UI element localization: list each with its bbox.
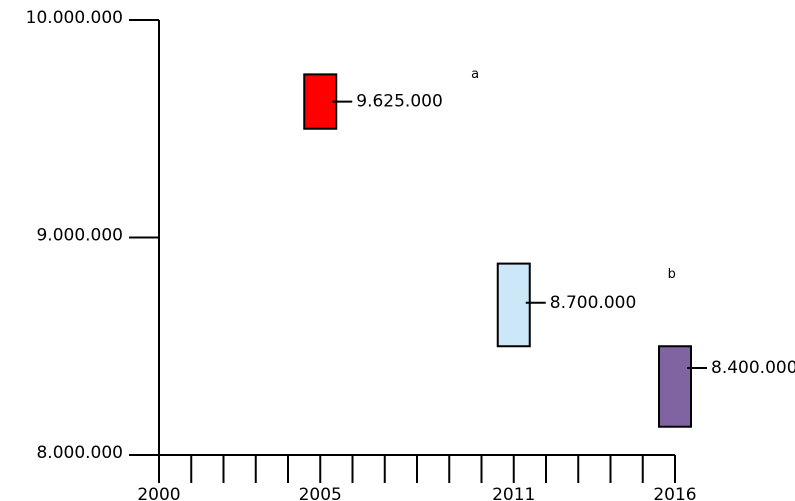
x-tick-label: 2011: [492, 485, 535, 501]
annotation-label: a: [471, 67, 479, 82]
x-tick-label: 2016: [653, 485, 696, 501]
x-tick-label: 2005: [299, 485, 342, 501]
y-tick-label: 10.000.000: [26, 8, 123, 28]
annotations: ab: [471, 67, 676, 282]
data-marks: 9.625.000 8.700.000 8.400.000: [303, 73, 795, 428]
x-tick-label: 2000: [137, 485, 180, 501]
data-box: [496, 262, 531, 348]
axes: [158, 20, 675, 456]
y-tick-label: 8.000.000: [36, 443, 123, 463]
x-axis-ticks: 2000 2005 2011 2016: [137, 455, 697, 501]
data-label: 8.700.000: [550, 293, 637, 313]
data-box: [658, 345, 692, 428]
data-box: [303, 73, 338, 130]
y-axis-ticks: 10.000.000 9.000.000 8.000.000: [26, 8, 159, 463]
data-label: 8.400.000: [711, 358, 795, 378]
y-tick-label: 9.000.000: [36, 226, 123, 246]
annotation-label: b: [668, 267, 676, 282]
data-label: 9.625.000: [356, 92, 443, 112]
